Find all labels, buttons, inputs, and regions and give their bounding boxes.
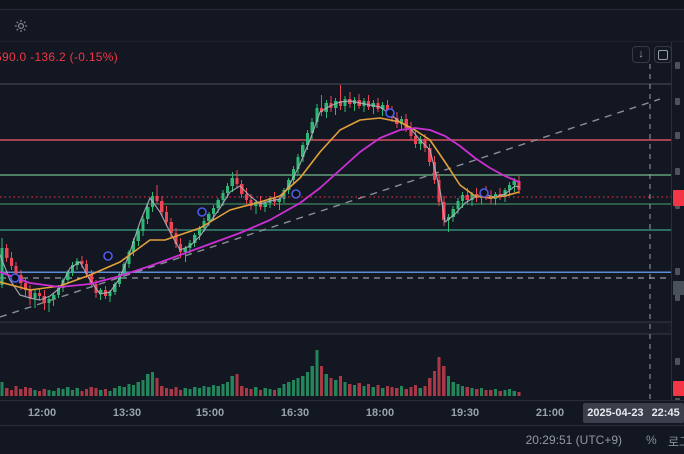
price-label-fragment	[675, 358, 680, 365]
price-label-fragment	[675, 294, 680, 301]
crosshair-time-badge: 2025-04-23 22:45	[583, 403, 684, 423]
ma-mid-orange	[0, 117, 520, 291]
trade-markers	[10, 108, 489, 283]
settings-gear-icon[interactable]	[14, 19, 28, 33]
time-axis-label: 16:30	[280, 407, 310, 419]
time-axis-label: 18:00	[365, 407, 395, 419]
clock-utc-label[interactable]: 20:29:51 (UTC+9)	[525, 433, 622, 447]
pane-separator	[0, 321, 671, 335]
arrow-down-icon: ↓	[638, 48, 644, 60]
badge-date: 2025-04-23	[587, 407, 644, 419]
frame-button[interactable]	[654, 46, 672, 63]
time-axis-label: 19:30	[450, 407, 480, 419]
time-axis-label: 13:30	[112, 407, 142, 419]
price-label-fragment	[675, 132, 680, 139]
price-label-fragment	[675, 98, 680, 105]
price-badge	[673, 190, 684, 206]
scroll-to-recent-button[interactable]: ↓	[632, 46, 650, 63]
chart-floating-buttons: ↓	[632, 46, 672, 63]
ma-slow-magenta	[0, 127, 520, 288]
time-axis-label: 12:00	[27, 407, 57, 419]
time-axis-label: 15:00	[195, 407, 225, 419]
window-top-strip	[0, 0, 684, 10]
chart-toolbar	[0, 10, 684, 42]
price-axis[interactable]	[671, 42, 684, 425]
price-label-fragment	[675, 268, 680, 275]
price-badge	[673, 281, 684, 295]
ma-fast-gray	[0, 100, 520, 301]
price-label-fragment	[675, 168, 680, 175]
percent-scale-toggle[interactable]: %	[646, 433, 657, 447]
time-axis-label: 21:00	[535, 407, 565, 419]
price-label-fragment	[675, 62, 680, 69]
chart-canvas[interactable]	[0, 0, 671, 400]
square-frame-icon	[658, 50, 668, 60]
volume-bars	[0, 350, 521, 396]
log-scale-toggle[interactable]: 로그	[668, 435, 684, 449]
badge-time: 22:45	[651, 407, 680, 419]
trendline	[0, 98, 661, 318]
price-badge	[673, 381, 684, 396]
price-change-readout: 590.0 -136.2 (-0.15%)	[0, 50, 119, 64]
status-bar: 20:29:51 (UTC+9) % 로그	[0, 425, 684, 454]
time-axis[interactable]: 2025-04-23 22:45 12:00 13:30 15:00 16:30 18:…	[0, 400, 684, 425]
